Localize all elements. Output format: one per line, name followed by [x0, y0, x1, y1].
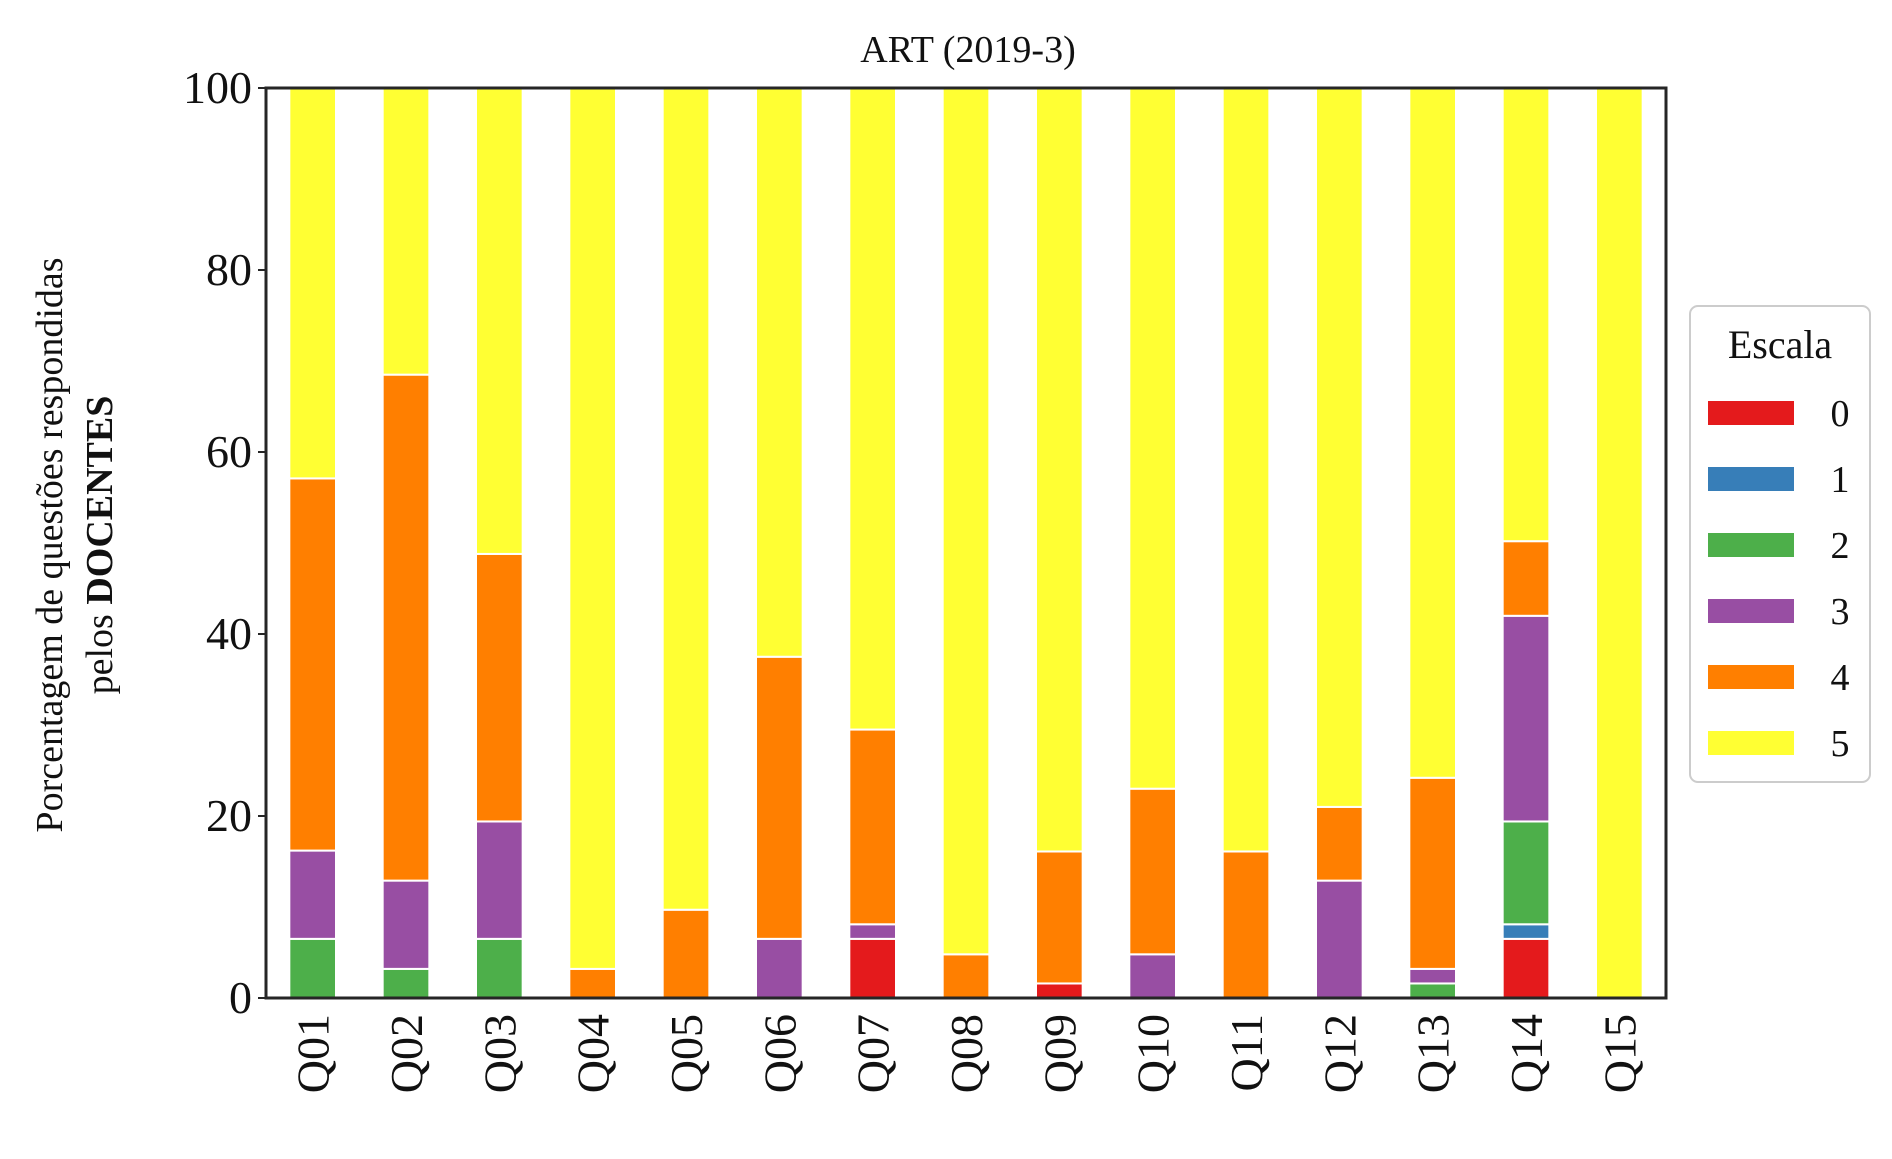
bar-segment-q10-scale-5 — [1128, 87, 1177, 790]
bar-segment-q02-scale-5 — [381, 87, 431, 376]
bar-segment-q14-scale-3 — [1501, 614, 1551, 823]
bar-segment-q08-scale-4 — [941, 953, 991, 1000]
bar-segment-q07-scale-0 — [848, 937, 898, 999]
legend-label-5: 5 — [1831, 723, 1850, 765]
bar-segment-q12-scale-5 — [1315, 87, 1364, 808]
bar-segment-q03-scale-3 — [475, 820, 524, 940]
bars-group — [288, 87, 1644, 1000]
legend-swatch-2 — [1708, 533, 1794, 557]
bar-segment-q06-scale-3 — [755, 937, 804, 999]
y-axis-label-bold: DOCENTES — [79, 396, 121, 605]
legend-label-1: 1 — [1831, 459, 1850, 501]
bar-segment-q11-scale-4 — [1221, 850, 1271, 999]
x-tick-label: Q10 — [1128, 1014, 1179, 1093]
bar-segment-q14-scale-5 — [1501, 87, 1551, 543]
x-tick-label: Q12 — [1314, 1014, 1365, 1093]
legend-items: 0 1 2 3 4 5 — [1708, 393, 1850, 765]
legend-swatch-3 — [1708, 599, 1794, 623]
y-axis-label-line1: Porcentagem de questões respondidas — [29, 257, 71, 832]
legend-label-0: 0 — [1831, 393, 1850, 435]
x-tick-label: Q07 — [848, 1014, 899, 1093]
bar-segment-q02-scale-4 — [381, 373, 431, 882]
x-tick-label: Q15 — [1594, 1014, 1645, 1093]
bar-segment-q12-scale-3 — [1315, 879, 1364, 999]
x-tick-label: Q09 — [1034, 1014, 1085, 1093]
bar-segment-q02-scale-2 — [381, 967, 431, 1000]
bar-segment-q09-scale-5 — [1035, 87, 1084, 853]
bar-segment-q12-scale-4 — [1315, 805, 1364, 882]
x-tick-label: Q01 — [288, 1014, 339, 1093]
plot-frame — [264, 86, 1668, 1000]
x-tick-label: Q11 — [1221, 1014, 1272, 1092]
bar-segment-q11-scale-5 — [1221, 87, 1271, 853]
bar-segment-q14-scale-2 — [1501, 820, 1551, 926]
bar-segment-q07-scale-3 — [848, 923, 898, 940]
bar-segment-q09-scale-4 — [1035, 850, 1084, 985]
bar-segment-q06-scale-4 — [755, 655, 804, 940]
x-tick-label: Q06 — [754, 1014, 805, 1093]
y-tick-label: 40 — [206, 608, 252, 659]
legend-swatch-0 — [1708, 401, 1794, 425]
x-tick-label: Q13 — [1408, 1014, 1459, 1093]
legend-label-4: 4 — [1831, 657, 1850, 699]
legend-title: Escala — [1728, 322, 1833, 367]
y-axis-label-line2: pelos DOCENTES — [79, 396, 121, 695]
bar-segment-q04-scale-5 — [568, 87, 618, 970]
bar-segment-q03-scale-5 — [475, 87, 524, 555]
bar-segment-q01-scale-4 — [288, 477, 337, 852]
x-tick-label: Q08 — [941, 1014, 992, 1093]
legend-label-2: 2 — [1831, 525, 1850, 567]
bar-segment-q10-scale-3 — [1128, 953, 1177, 1000]
bar-segment-q05-scale-4 — [661, 908, 711, 999]
y-tick-label: 0 — [229, 972, 252, 1023]
bar-segment-q14-scale-1 — [1501, 923, 1551, 940]
y-tick-label: 20 — [206, 790, 252, 841]
bar-segment-q13-scale-4 — [1408, 776, 1457, 970]
bar-segment-q08-scale-5 — [941, 87, 991, 956]
bar-segment-q01-scale-3 — [288, 849, 337, 940]
bar-segment-q13-scale-3 — [1408, 967, 1457, 985]
x-tick-label: Q05 — [661, 1014, 712, 1093]
bar-segment-q13-scale-2 — [1408, 982, 1457, 1000]
bar-segment-q02-scale-3 — [381, 879, 431, 970]
legend-swatch-1 — [1708, 467, 1794, 491]
bar-segment-q14-scale-4 — [1501, 540, 1551, 617]
x-tick-label: Q14 — [1501, 1014, 1552, 1093]
x-tick-label: Q02 — [381, 1014, 432, 1093]
bar-segment-q06-scale-5 — [755, 87, 804, 658]
x-tick-label: Q04 — [568, 1014, 619, 1093]
bar-segment-q01-scale-5 — [288, 87, 337, 480]
bar-segment-q01-scale-2 — [288, 937, 337, 999]
bar-segment-q05-scale-5 — [661, 87, 711, 911]
y-tick-label: 60 — [206, 426, 252, 477]
legend-swatch-4 — [1708, 665, 1794, 689]
bar-segment-q03-scale-4 — [475, 552, 524, 823]
bar-segment-q07-scale-5 — [848, 87, 898, 731]
y-axis-label-prefix: pelos — [79, 605, 121, 695]
bar-segment-q04-scale-4 — [568, 967, 618, 1000]
y-tick-label: 100 — [183, 62, 252, 113]
y-axis-label: Porcentagem de questões respondidas pelo… — [29, 257, 121, 832]
y-tick-label: 80 — [206, 244, 252, 295]
bar-segment-q10-scale-4 — [1128, 787, 1177, 956]
legend-swatch-5 — [1708, 731, 1794, 755]
bar-segment-q03-scale-2 — [475, 937, 524, 999]
y-ticks-group: 0 20 40 60 80 100 — [183, 62, 266, 1023]
chart-title: ART (2019-3) — [860, 29, 1076, 71]
bar-segment-q15-scale-5 — [1595, 87, 1644, 999]
legend-label-3: 3 — [1831, 591, 1850, 633]
bar-segment-q14-scale-0 — [1501, 937, 1551, 999]
bar-segment-q07-scale-4 — [848, 728, 898, 926]
legend: Escala 0 1 2 3 4 5 — [1689, 305, 1871, 783]
x-tick-label: Q03 — [474, 1014, 525, 1093]
bar-segment-q09-scale-0 — [1035, 982, 1084, 1000]
x-ticks-group: Q01 Q02 Q03 Q04 Q05 Q06 Q07 Q08 Q09 Q10 Q11 Q12 Q13 Q… — [288, 1014, 1646, 1093]
bar-segment-q13-scale-5 — [1408, 87, 1457, 779]
